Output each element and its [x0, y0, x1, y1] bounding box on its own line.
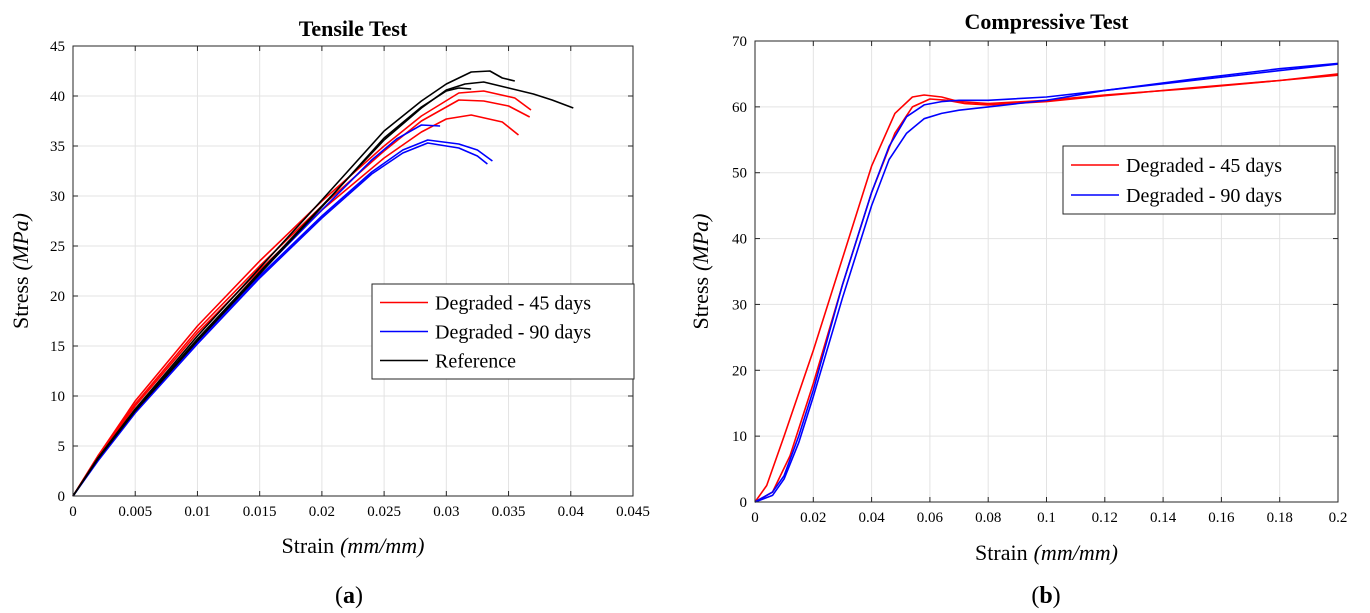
x-tick-label: 0.015: [243, 504, 277, 520]
x-axis-label-text: Strain: [282, 533, 335, 558]
x-tick-label: 0.16: [1208, 510, 1235, 526]
x-axis-label-unit: (mm/mm): [1034, 540, 1118, 565]
y-axis-label: Stress (MPa): [8, 213, 33, 329]
x-tick-label: 0.08: [975, 510, 1001, 526]
y-axis-label-text: Stress: [8, 276, 33, 329]
x-tick-label: 0.01: [184, 504, 210, 520]
series-line-degraded-90-days-5: [72, 142, 488, 497]
series-line-degraded-90-days-3: [754, 62, 1339, 503]
x-tick-label: 0.005: [118, 504, 152, 520]
y-tick-label: 20: [50, 289, 65, 305]
legend-label: Degraded - 45 days: [1126, 155, 1282, 177]
y-axis-label-text: Stress: [688, 277, 713, 330]
panel-paren-open: (: [1031, 583, 1039, 609]
panel-letter: b: [1039, 583, 1052, 609]
legend: Degraded - 45 days Degraded - 90 days: [1062, 145, 1336, 215]
y-tick-label: 60: [732, 100, 747, 116]
y-tick-label: 30: [732, 297, 747, 313]
x-tick-label: 0.035: [492, 504, 526, 520]
y-tick-label: 40: [732, 232, 747, 248]
x-tick-label: 0.06: [917, 510, 944, 526]
panel-paren-close: ): [355, 583, 363, 609]
y-tick-label: 0: [740, 495, 748, 511]
compressive-test-chart: 0 0.02 0.04 0.06 0.08 0.1 0.12 0.14 0.16 0.18 0.2 0…: [688, 9, 1347, 609]
panel-label: (b): [1031, 583, 1060, 609]
x-tick-label: 0.1: [1037, 510, 1056, 526]
x-axis-label: Strain (mm/mm): [282, 533, 425, 558]
x-axis-label-text: Strain: [975, 540, 1028, 565]
y-tick-label: 25: [50, 239, 65, 255]
y-tick-label: 10: [732, 429, 747, 445]
x-tick-label: 0.04: [858, 510, 885, 526]
y-tick-label: 70: [732, 34, 747, 50]
legend-label: Degraded - 45 days: [435, 293, 591, 315]
panel-paren-close: ): [1053, 583, 1061, 609]
x-tick-label: 0.14: [1150, 510, 1177, 526]
y-tick-label: 5: [58, 439, 66, 455]
x-tick-label: 0.03: [433, 504, 459, 520]
legend-box: [1062, 145, 1336, 215]
x-tick-label: 0.04: [558, 504, 585, 520]
x-tick-label: 0: [69, 504, 77, 520]
y-tick-label: 45: [50, 39, 65, 55]
x-tick-label: 0.2: [1329, 510, 1348, 526]
y-tick-label: 15: [50, 339, 65, 355]
plot-area: [73, 46, 633, 496]
chart-title: Tensile Test: [299, 16, 408, 41]
tensile-test-chart: 0 0.005 0.01 0.015 0.02 0.025 0.03 0.035 0.04 0.0…: [8, 16, 650, 609]
panel-letter: a: [343, 583, 355, 609]
panel-label: (a): [335, 583, 363, 609]
y-axis-label-unit: (MPa): [688, 214, 713, 271]
y-tick-label: 20: [732, 363, 747, 379]
y-tick-label: 40: [50, 89, 65, 105]
x-tick-label: 0.12: [1092, 510, 1118, 526]
legend-label: Degraded - 90 days: [1126, 185, 1282, 207]
x-tick-label: 0.045: [616, 504, 650, 520]
x-tick-label: 0.02: [800, 510, 826, 526]
legend-label: Degraded - 90 days: [435, 322, 591, 344]
panel-paren-open: (: [335, 583, 343, 609]
x-axis-label: Strain (mm/mm): [975, 540, 1118, 565]
x-tick-label: 0.18: [1267, 510, 1293, 526]
x-tick-label: 0.025: [367, 504, 401, 520]
series-line-degraded-45-days-2: [72, 114, 520, 497]
x-tick-label: 0: [751, 510, 759, 526]
y-axis-label: Stress (MPa): [688, 214, 713, 330]
x-tick-label: 0.02: [309, 504, 335, 520]
x-axis-label-unit: (mm/mm): [340, 533, 424, 558]
legend: Degraded - 45 days Degraded - 90 days Refe…: [371, 283, 635, 380]
y-axis-label-unit: (MPa): [8, 213, 33, 270]
y-tick-label: 50: [732, 166, 747, 182]
y-tick-label: 10: [50, 389, 65, 405]
axes-box: [72, 45, 634, 497]
y-tick-label: 0: [58, 489, 66, 505]
series-line-reference-8: [72, 87, 472, 497]
legend-label: Reference: [435, 351, 516, 373]
series-line-degraded-45-days-1: [754, 74, 1339, 503]
y-tick-label: 35: [50, 139, 65, 155]
chart-title: Compressive Test: [965, 9, 1130, 34]
y-tick-label: 30: [50, 189, 65, 205]
